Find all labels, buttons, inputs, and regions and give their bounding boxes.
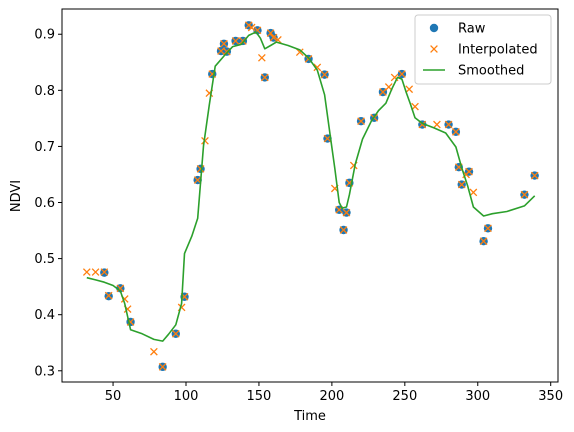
- interpolated-point: [82, 268, 91, 276]
- interpolated-point: [465, 167, 473, 176]
- interpolated-point: [295, 48, 304, 57]
- interpolated-point: [116, 284, 125, 293]
- x-axis: 50 100 150 200 250 300 350: [105, 382, 563, 404]
- interpolated-point: [100, 268, 109, 276]
- interpolated-point: [260, 73, 269, 82]
- interpolated-point: [196, 164, 205, 173]
- interpolated-point: [104, 291, 113, 300]
- interpolated-point: [220, 39, 228, 48]
- smoothed-line: [86, 31, 536, 342]
- interpolated-point: [479, 237, 488, 246]
- interpolated-point: [530, 171, 539, 180]
- interpolated-point: [339, 226, 348, 234]
- legend: Raw Interpolated Smoothed: [414, 14, 552, 85]
- x-tick-label: 150: [247, 389, 272, 404]
- x-tick-label: 100: [174, 389, 199, 404]
- x-tick-label: 250: [392, 389, 417, 404]
- y-axis: 0.3 0.4 0.5 0.6 0.7 0.8 0.9: [34, 28, 62, 379]
- legend-marker-raw: [429, 23, 439, 33]
- x-axis-label: Time: [293, 409, 326, 424]
- interpolated-point: [484, 224, 492, 233]
- interpolated-point: [150, 347, 158, 356]
- y-tick-label: 0.7: [34, 140, 55, 155]
- interpolated-point: [158, 362, 167, 371]
- y-tick-label: 0.9: [34, 28, 55, 43]
- interpolated-point: [257, 53, 266, 62]
- interpolated-point: [247, 23, 256, 32]
- x-tick-label: 350: [538, 389, 563, 404]
- interpolated-point: [452, 127, 460, 136]
- y-tick-label: 0.3: [34, 364, 55, 379]
- legend-box: [414, 14, 552, 85]
- interpolated-point: [444, 120, 453, 129]
- interpolated-point: [520, 190, 529, 199]
- interpolated-point: [469, 188, 478, 197]
- interpolated-point: [357, 117, 365, 126]
- interpolated-point: [231, 37, 240, 45]
- x-tick-label: 200: [319, 389, 344, 404]
- interpolated-point: [342, 208, 351, 217]
- interpolated-point: [269, 33, 278, 42]
- legend-label: Smoothed: [458, 64, 524, 79]
- y-tick-label: 0.5: [34, 252, 55, 267]
- y-tick-label: 0.8: [34, 84, 55, 99]
- interpolated-point: [405, 85, 414, 94]
- x-tick-label: 300: [465, 389, 490, 404]
- interpolated-point: [313, 63, 322, 72]
- y-tick-label: 0.4: [34, 308, 55, 323]
- legend-label: Interpolated: [458, 43, 538, 58]
- interpolated-point: [266, 29, 275, 37]
- plot-border: [61, 8, 559, 383]
- interpolated-point: [457, 180, 466, 189]
- legend-marker-interpolated: [430, 45, 438, 53]
- interpolated-point: [171, 329, 180, 338]
- interpolated-point: [433, 120, 441, 129]
- y-tick-label: 0.6: [34, 196, 55, 211]
- interpolated-point: [91, 268, 100, 276]
- x-tick-label: 50: [105, 389, 122, 404]
- interpolated-point: [320, 70, 329, 79]
- y-axis-label: NDVI: [9, 180, 24, 212]
- interpolated-point: [398, 70, 406, 78]
- series-layer: [82, 21, 539, 372]
- legend-label: Raw: [458, 22, 486, 37]
